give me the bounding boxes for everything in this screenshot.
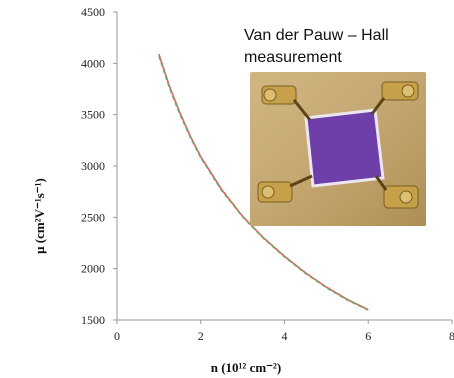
inset-title-line2: measurement <box>244 49 342 66</box>
y-tick-label: 3000 <box>81 159 105 173</box>
x-axis-ticks: 0 2 4 6 8 <box>114 320 454 343</box>
probe-top-right <box>370 81 419 115</box>
x-tick-label: 6 <box>365 329 371 343</box>
y-axis-ticks: 1500 2000 2500 3000 3500 4000 4500 <box>81 5 117 327</box>
y-tick-label: 2000 <box>81 262 105 276</box>
series-line-2 <box>158 55 369 311</box>
inset-photo <box>250 72 426 226</box>
y-tick-label: 3500 <box>81 108 105 122</box>
inset-title-line1: Van der Pauw – Hall <box>244 27 389 44</box>
probe-bottom-left <box>257 174 313 203</box>
x-tick-label: 4 <box>282 329 288 343</box>
x-axis-title: n (10¹² cm⁻²) <box>211 360 282 375</box>
x-tick-label: 2 <box>198 329 204 343</box>
y-tick-label: 4000 <box>81 56 105 70</box>
y-tick-label: 2500 <box>81 210 105 224</box>
x-tick-label: 0 <box>114 329 120 343</box>
x-tick-label: 8 <box>449 329 454 343</box>
probe-bottom-right <box>374 175 419 209</box>
y-tick-label: 1500 <box>81 313 105 327</box>
y-tick-label: 4500 <box>81 5 105 19</box>
series-layer <box>158 53 369 311</box>
y-axis-title: μ (cm²V⁻¹s⁻¹) <box>32 178 47 254</box>
probe-top-left <box>261 85 312 121</box>
purple-sample <box>304 108 385 188</box>
